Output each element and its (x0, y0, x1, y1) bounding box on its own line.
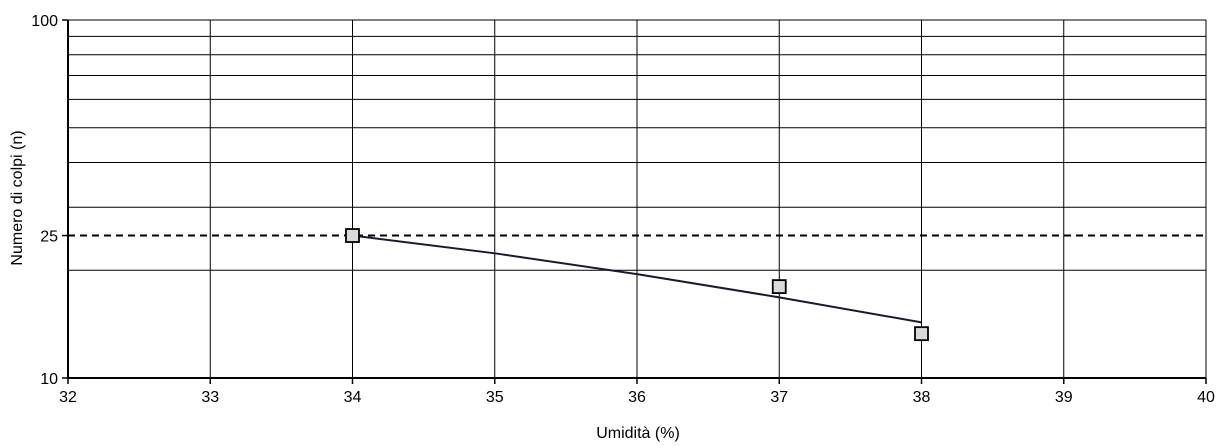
x-tick-label: 34 (344, 389, 362, 406)
x-axis-title: Umidità (%) (596, 425, 680, 442)
label-layer: Umidità (%) Numero di colpi (n) (9, 130, 680, 442)
y-tick-label: 10 (40, 371, 58, 388)
x-tick-label: 38 (913, 389, 931, 406)
data-point (914, 326, 929, 342)
y-tick-label: 25 (40, 229, 58, 246)
grid-layer (68, 19, 1207, 378)
x-tick-label: 33 (201, 389, 219, 406)
x-tick-label: 39 (1055, 389, 1073, 406)
y-tick-label: 100 (31, 13, 58, 30)
trend-line (352, 234, 922, 324)
x-tick-label: 36 (628, 389, 646, 406)
x-tick-label: 32 (59, 389, 77, 406)
x-tick-label: 35 (486, 389, 504, 406)
data-point (771, 279, 787, 295)
y-axis-title: Numero di colpi (n) (9, 130, 26, 265)
series-layer (345, 228, 929, 342)
x-tick-label: 37 (770, 389, 788, 406)
x-tick-label: 40 (1197, 389, 1215, 406)
data-point (345, 228, 360, 243)
axis-layer: 32 33 34 35 36 37 38 39 40 10 25 100 (31, 13, 1215, 406)
